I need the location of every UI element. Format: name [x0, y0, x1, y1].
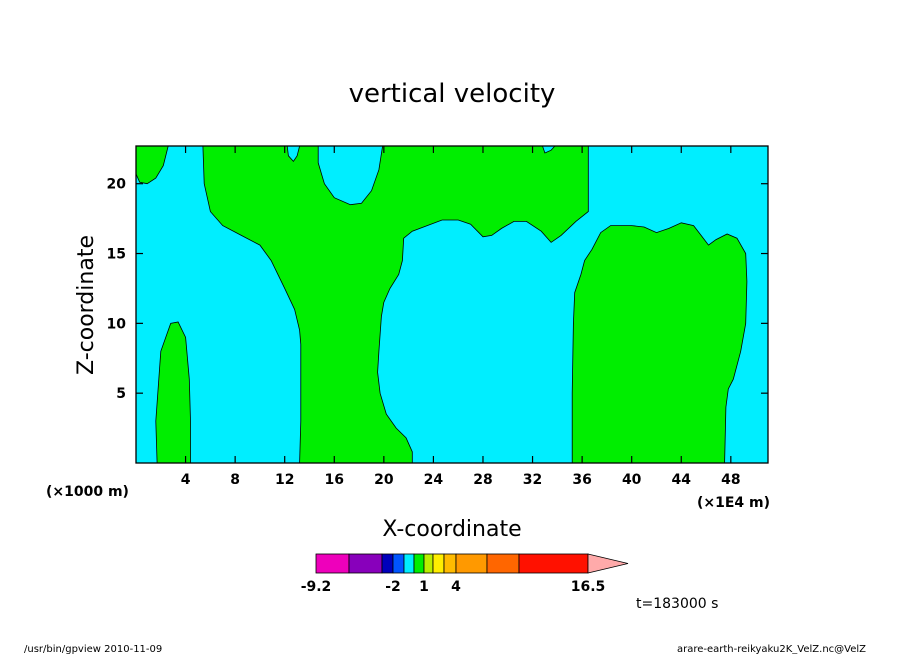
axis-ticks: [136, 146, 768, 463]
x-tick-label: 24: [424, 472, 444, 488]
colorbar-segment: [348, 553, 383, 574]
chart-title: vertical velocity: [349, 79, 556, 109]
colorbar-segment: [455, 553, 488, 574]
colorbar-segment: [381, 553, 394, 574]
contour-region-left-column: [155, 321, 191, 464]
x-tick-label: 4: [181, 472, 191, 488]
x-tick-label: 12: [275, 472, 294, 488]
colorbar-segment: [443, 553, 457, 574]
x-unit-left: (×1000 m): [46, 484, 129, 500]
colorbar-segment: [486, 553, 520, 574]
colorbar-label: -2: [385, 579, 401, 595]
colorbar-segment: [518, 553, 589, 574]
y-tick-label: 10: [107, 316, 127, 332]
colorbar-segment: [315, 553, 350, 574]
colorbar-segment: [423, 553, 434, 574]
x-tick-label: 44: [672, 472, 692, 488]
y-axis-label: Z-coordinate: [74, 235, 99, 375]
x-tick-label: 48: [721, 472, 740, 488]
colorbar-label: -9.2: [301, 579, 332, 595]
y-tick-label: 15: [107, 247, 126, 263]
x-tick-label: 8: [230, 472, 240, 488]
y-tick-label: 20: [107, 177, 127, 193]
x-tick-label: 16: [325, 472, 344, 488]
contour-regions: [135, 145, 748, 464]
colorbar-label: 4: [451, 579, 461, 595]
x-tick-label: 20: [374, 472, 394, 488]
colorbar-segment: [403, 553, 415, 574]
x-tick-label: 36: [572, 472, 591, 488]
plot-area: [135, 145, 769, 464]
x-tick-label: 28: [473, 472, 492, 488]
x-axis-label: X-coordinate: [382, 517, 521, 542]
y-tick-labels: 5 10 15 20: [107, 177, 127, 402]
colorbar-segment: [392, 553, 405, 574]
footer-program-date: /usr/bin/gpview 2010-11-09: [24, 644, 162, 654]
colorbar-label: 1: [419, 579, 429, 595]
colorbar-label: 16.5: [571, 579, 606, 595]
colorbar-segment: [413, 553, 425, 574]
time-label: t=183000 s: [636, 596, 718, 612]
plot-frame: [135, 145, 769, 464]
colorbar: [315, 553, 629, 574]
x-tick-label: 32: [523, 472, 542, 488]
colorbar-segment: [432, 553, 445, 574]
footer-source: arare-earth-reikyaku2K_VelZ.nc@VelZ: [677, 644, 866, 654]
y-tick-label: 5: [116, 386, 126, 402]
colorbar-arrow: [587, 553, 629, 574]
colorbar-labels: -9.2 -2 1 4 16.5: [301, 579, 606, 595]
contour-region-right-column: [571, 222, 748, 464]
x-tick-labels: 4 8 12 16 20 24 28 32 36 40 44 48: [181, 472, 741, 488]
x-tick-label: 40: [622, 472, 642, 488]
x-unit-right: (×1E4 m): [697, 495, 770, 511]
